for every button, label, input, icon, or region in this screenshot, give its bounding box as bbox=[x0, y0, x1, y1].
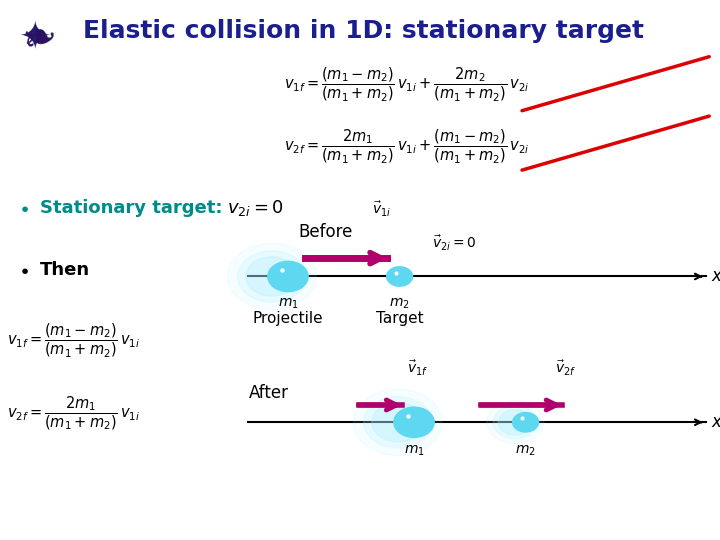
Text: $\vec{v}_{2i} = 0$: $\vec{v}_{2i} = 0$ bbox=[432, 233, 477, 253]
Text: $x$: $x$ bbox=[711, 413, 720, 431]
Text: $\vec{v}_{1i}$: $\vec{v}_{1i}$ bbox=[372, 200, 391, 219]
Circle shape bbox=[246, 257, 298, 296]
Text: $\vec{v}_{1f}$: $\vec{v}_{1f}$ bbox=[407, 359, 428, 378]
Text: Target: Target bbox=[376, 310, 423, 326]
Circle shape bbox=[354, 389, 442, 456]
Text: $v_{2f} = \dfrac{2m_1}{(m_1 + m_2)}\,v_{1i}$: $v_{2f} = \dfrac{2m_1}{(m_1 + m_2)}\,v_{… bbox=[7, 394, 140, 432]
Text: Then: Then bbox=[40, 261, 90, 279]
Circle shape bbox=[493, 406, 537, 439]
Circle shape bbox=[372, 403, 424, 442]
Text: $v_{2i} = 0$: $v_{2i} = 0$ bbox=[227, 198, 284, 218]
Text: $\bullet$: $\bullet$ bbox=[18, 198, 29, 218]
Text: $m_1$: $m_1$ bbox=[278, 297, 298, 312]
Text: $v_{1f} = \dfrac{(m_1 - m_2)}{(m_1 + m_2)}\,v_{1i} + \dfrac{2m_2}{(m_1 + m_2)}\,: $v_{1f} = \dfrac{(m_1 - m_2)}{(m_1 + m_2… bbox=[284, 65, 530, 103]
Text: Projectile: Projectile bbox=[253, 310, 323, 326]
Circle shape bbox=[387, 267, 413, 286]
Circle shape bbox=[228, 243, 316, 310]
Text: ✦: ✦ bbox=[18, 19, 50, 57]
Text: $m_2$: $m_2$ bbox=[516, 444, 536, 458]
Text: $v_{2f} = \dfrac{2m_1}{(m_1 + m_2)}\,v_{1i} + \dfrac{(m_1 - m_2)}{(m_1 + m_2)}\,: $v_{2f} = \dfrac{2m_1}{(m_1 + m_2)}\,v_{… bbox=[284, 127, 530, 165]
Text: $\vec{v}_{2f}$: $\vec{v}_{2f}$ bbox=[554, 359, 576, 378]
Circle shape bbox=[268, 261, 308, 292]
Text: $x$: $x$ bbox=[711, 267, 720, 286]
Text: $\bullet$: $\bullet$ bbox=[18, 260, 29, 280]
Circle shape bbox=[238, 251, 306, 302]
Circle shape bbox=[498, 410, 532, 435]
Circle shape bbox=[394, 407, 434, 437]
Circle shape bbox=[513, 413, 539, 432]
Circle shape bbox=[364, 396, 432, 448]
Text: ❧: ❧ bbox=[18, 14, 63, 63]
Text: Before: Before bbox=[299, 223, 354, 241]
Circle shape bbox=[487, 401, 544, 444]
Text: $v_{1f} = \dfrac{(m_1 - m_2)}{(m_1 + m_2)}\,v_{1i}$: $v_{1f} = \dfrac{(m_1 - m_2)}{(m_1 + m_2… bbox=[7, 321, 140, 359]
Text: After: After bbox=[248, 384, 289, 402]
Text: Elastic collision in 1D: stationary target: Elastic collision in 1D: stationary targ… bbox=[83, 19, 644, 43]
Text: $m_2$: $m_2$ bbox=[390, 297, 410, 312]
Text: $m_1$: $m_1$ bbox=[404, 444, 424, 458]
Text: Stationary target:: Stationary target: bbox=[40, 199, 228, 217]
